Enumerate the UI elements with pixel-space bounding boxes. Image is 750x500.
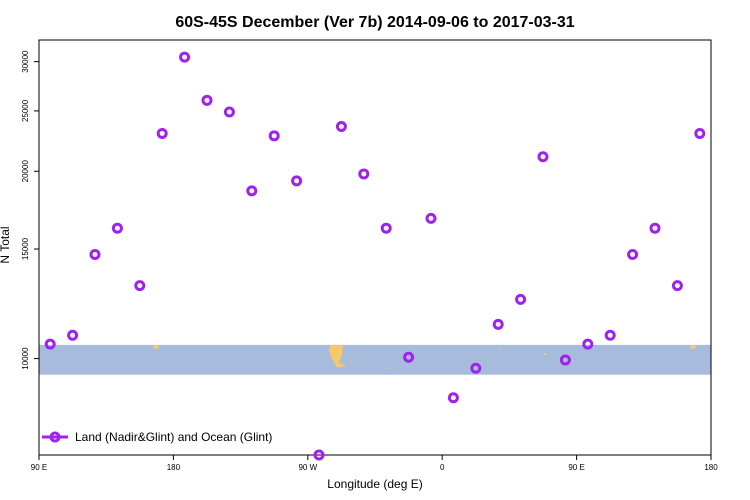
- data-point: [268, 130, 280, 142]
- chart-title: 60S-45S December (Ver 7b) 2014-09-06 to …: [175, 14, 574, 31]
- y-tick-label: 10000: [21, 347, 30, 370]
- data-point: [223, 106, 235, 118]
- data-point: [179, 51, 191, 63]
- data-point: [671, 280, 683, 292]
- x-tick-label: 90 E: [568, 463, 584, 472]
- map-band: [39, 344, 711, 375]
- x-tick-label: 0: [440, 463, 445, 472]
- data-point: [246, 185, 258, 197]
- ocean-band: [39, 344, 711, 375]
- data-point: [89, 248, 101, 260]
- x-axis-label: Longitude (deg E): [327, 477, 422, 491]
- data-points: [44, 51, 706, 461]
- x-tick-label: 90 W: [298, 463, 317, 472]
- data-point: [627, 248, 639, 260]
- land-island: [351, 358, 353, 361]
- x-tick-label: 90 E: [31, 463, 47, 472]
- land-south-america: [329, 344, 346, 368]
- y-tick-label: 30000: [21, 50, 30, 73]
- land-island: [386, 366, 388, 369]
- data-point: [44, 338, 56, 350]
- legend: Land (Nadir&Glint) and Ocean (Glint): [42, 430, 272, 444]
- data-point: [291, 175, 303, 187]
- plot-frame: [38, 39, 712, 456]
- data-point: [67, 329, 79, 341]
- data-point: [604, 329, 616, 341]
- data-point: [403, 351, 415, 363]
- legend-label: Land (Nadir&Glint) and Ocean (Glint): [75, 430, 272, 444]
- data-point: [425, 212, 437, 224]
- legend-marker: [49, 431, 61, 443]
- data-point: [470, 362, 482, 374]
- land-new-zealand-repeat: [690, 344, 696, 349]
- x-tick-label: 180: [167, 463, 181, 472]
- x-axis: 90 E 180 90 W 0 90 E 180: [31, 455, 718, 472]
- y-tick-label: 15000: [21, 237, 30, 260]
- data-point: [380, 222, 392, 234]
- data-point: [515, 293, 527, 305]
- data-point: [156, 127, 168, 139]
- land-shapes: [153, 344, 696, 369]
- data-point: [313, 449, 325, 461]
- data-point: [201, 94, 213, 106]
- data-point: [492, 318, 504, 330]
- y-axis: 10000 15000 20000 25000 30000: [21, 50, 39, 370]
- data-point: [335, 120, 347, 132]
- data-point: [358, 168, 370, 180]
- y-axis-label: N Total: [0, 226, 12, 263]
- data-point: [537, 151, 549, 163]
- data-point: [694, 127, 706, 139]
- data-point: [447, 392, 459, 404]
- data-point: [582, 338, 594, 350]
- y-tick-label: 20000: [21, 160, 30, 183]
- data-point: [111, 222, 123, 234]
- x-tick-label: 180: [704, 463, 718, 472]
- land-island: [543, 352, 547, 356]
- y-tick-label: 25000: [21, 99, 30, 122]
- land-new-zealand: [153, 344, 159, 349]
- data-point: [559, 354, 571, 366]
- data-point: [134, 280, 146, 292]
- land-island: [499, 348, 501, 350]
- data-point: [649, 222, 661, 234]
